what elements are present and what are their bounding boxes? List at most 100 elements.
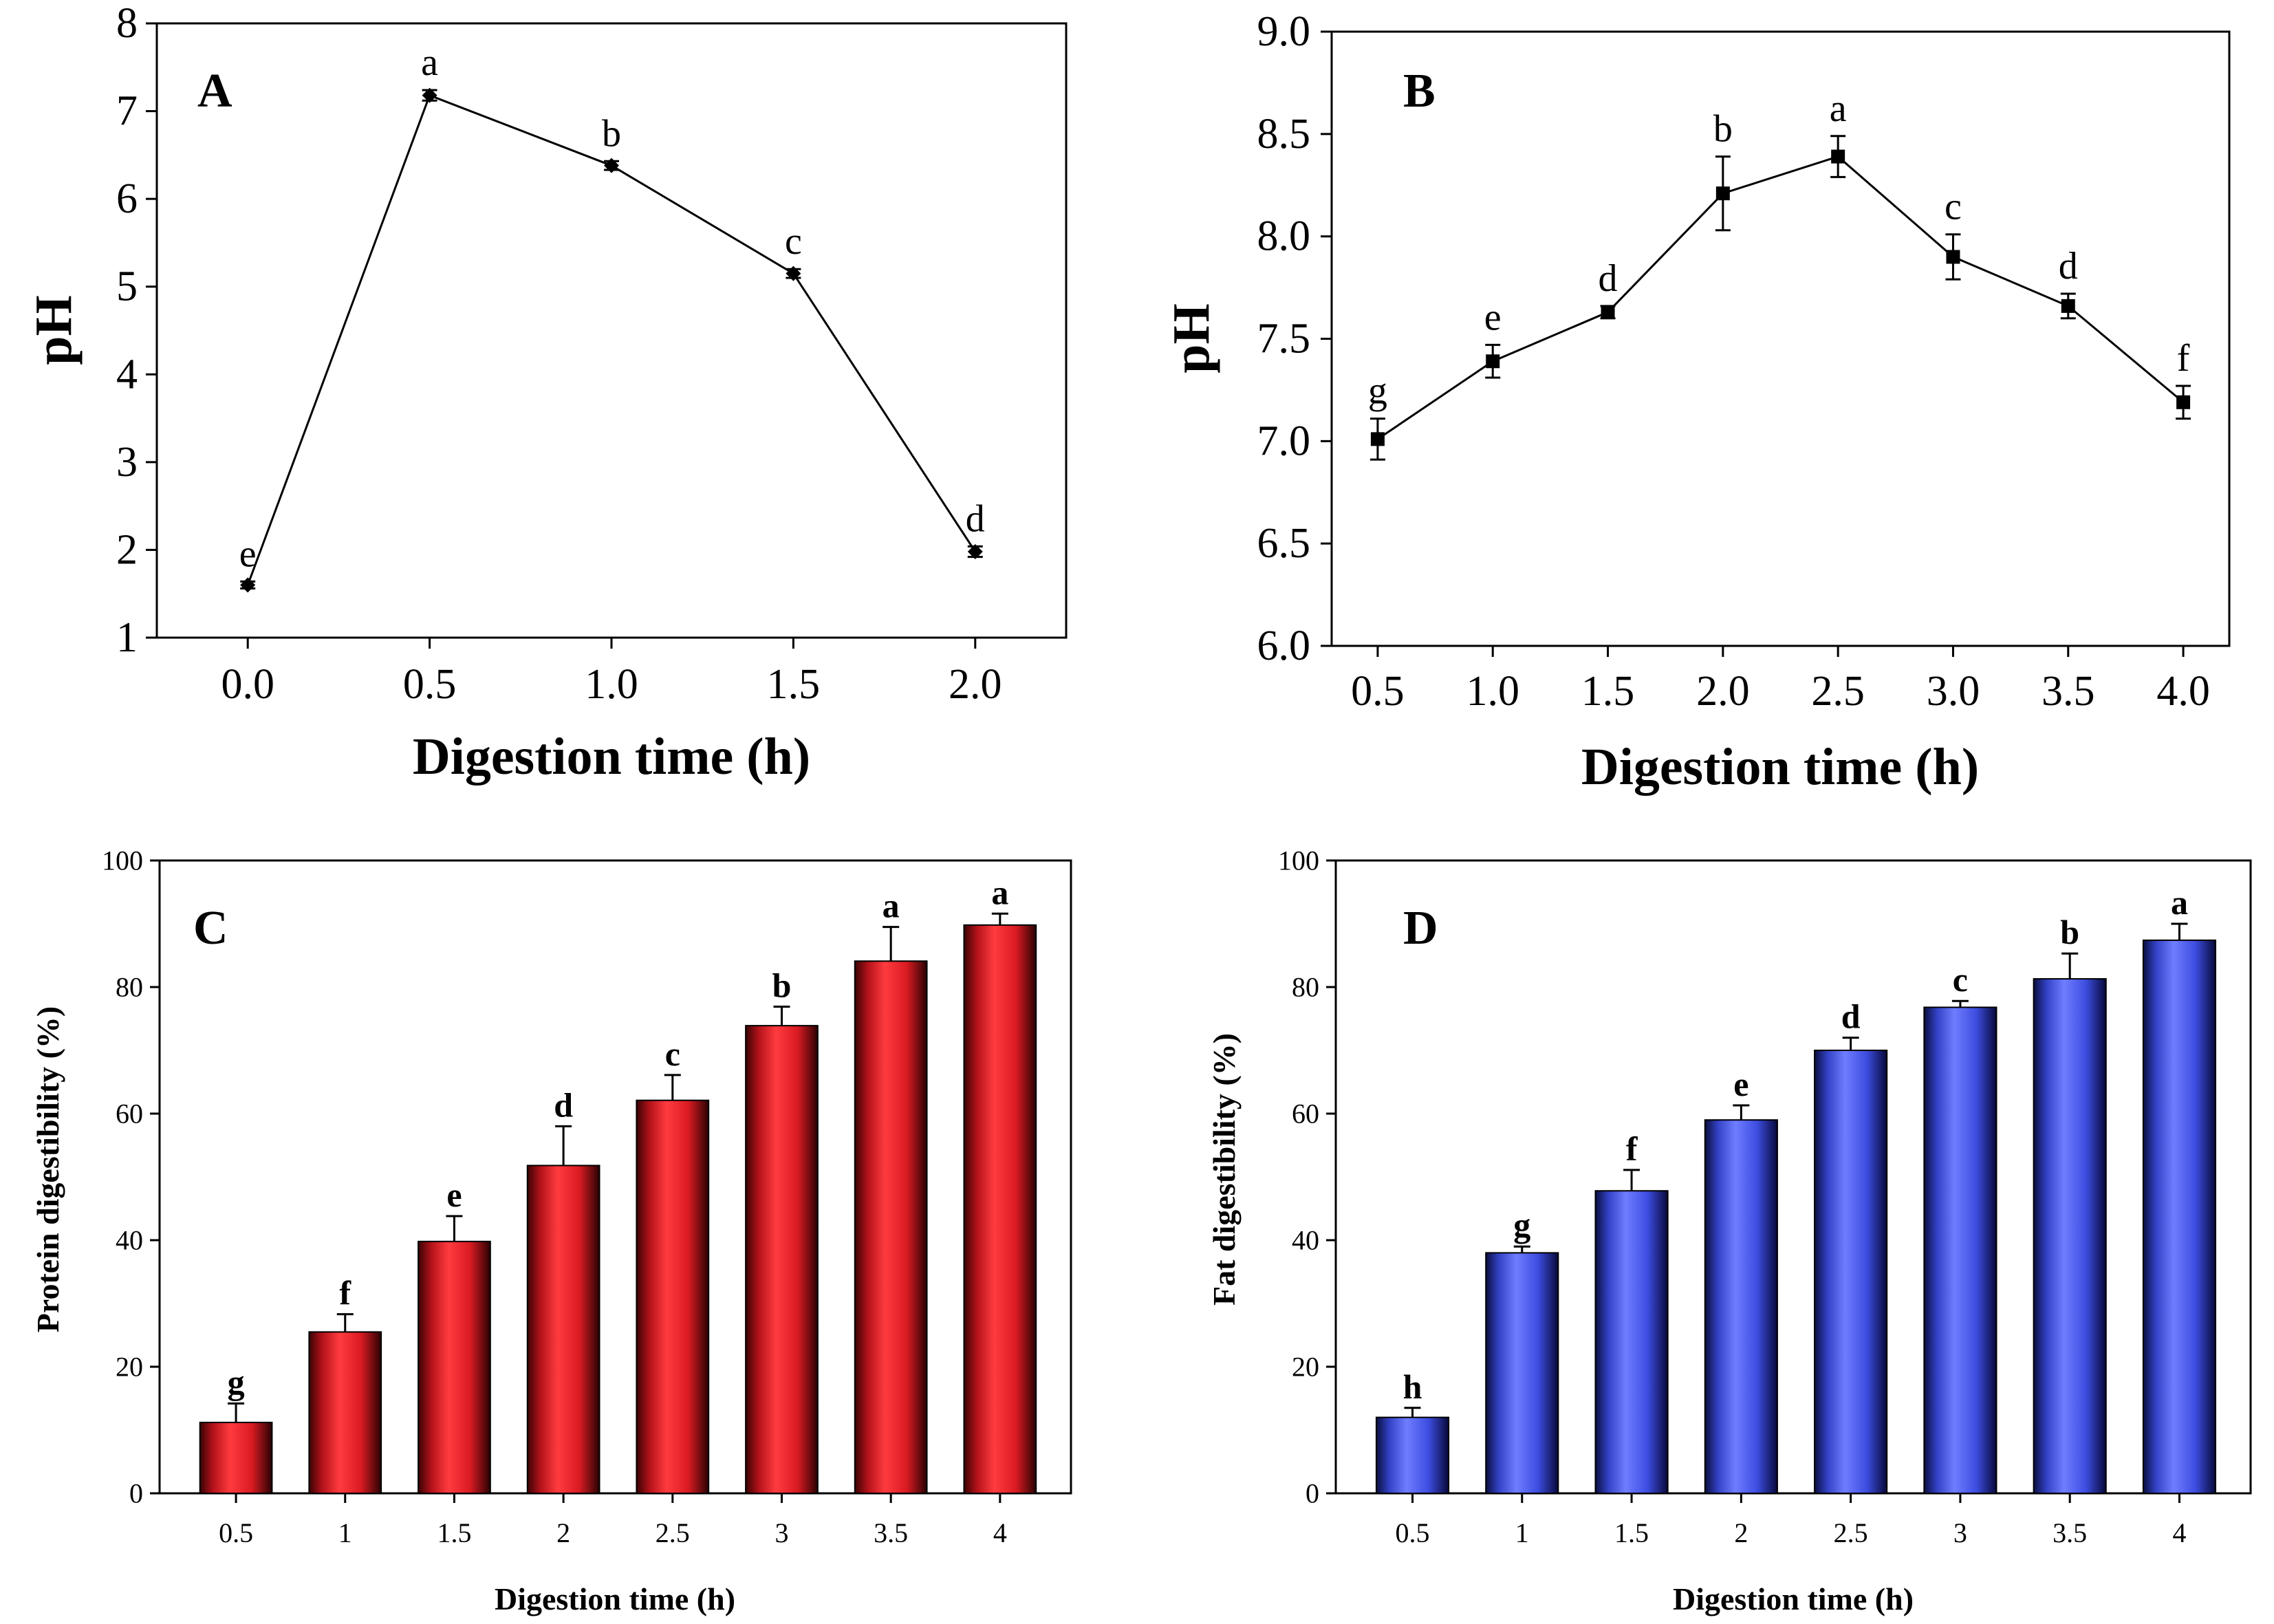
x-tick-label: 1.5	[437, 1517, 471, 1548]
x-tick-label: 1	[1515, 1517, 1529, 1548]
panel-a-y-axis-label: pH	[25, 295, 83, 365]
significance-letter: b	[2060, 913, 2079, 951]
significance-letter: a	[2171, 883, 2188, 922]
significance-letter: f	[339, 1274, 351, 1312]
panel-c-y-ticks: 0 20 40 60 80 100	[102, 845, 160, 1509]
significance-letter: d	[2059, 245, 2078, 288]
significance-letter: d	[1599, 257, 1618, 300]
panel-a-x-ticks: 0.0 0.5 1.0 1.5 2.0	[221, 638, 1002, 708]
panel-c-y-axis-label: Protein digestibility (%)	[30, 1006, 65, 1332]
significance-letter: f	[2177, 337, 2190, 380]
bar	[1814, 1050, 1888, 1494]
panel-a-y-ticks: 1 2 3 4 5 6 7 8	[116, 0, 157, 661]
x-tick-label: 2.5	[1811, 668, 1865, 715]
bar	[418, 1240, 491, 1494]
x-tick-label: 2.0	[949, 661, 1002, 708]
panel-a-x-axis-label: Digestion time (h)	[413, 728, 810, 786]
y-tick-label: 20	[116, 1352, 143, 1383]
x-tick-label: 3.5	[874, 1517, 908, 1548]
panel-c-plot-frame	[158, 859, 1072, 1495]
y-tick-label: 40	[116, 1225, 143, 1256]
panel-c-series: g f e d c b a a	[199, 873, 1037, 1495]
significance-letter: g	[1513, 1206, 1530, 1244]
significance-letter: e	[1733, 1065, 1748, 1103]
x-tick-label: 0.0	[221, 661, 274, 708]
data-point	[1486, 354, 1500, 369]
y-tick-label: 8	[116, 0, 138, 47]
x-tick-label: 3.5	[2042, 668, 2095, 715]
y-tick-label: 60	[1292, 1098, 1319, 1129]
y-tick-label: 0	[129, 1478, 143, 1509]
y-tick-label: 4	[116, 351, 138, 398]
bar	[963, 924, 1037, 1494]
data-point	[967, 543, 983, 559]
panel-a-label: A	[197, 65, 232, 118]
significance-letter: a	[421, 41, 438, 84]
x-tick-label: 2.5	[1834, 1517, 1868, 1548]
data-point	[1715, 186, 1730, 201]
panel-d-x-ticks: 0.5 1 1.5 2 2.5 3 3.5 4	[1395, 1493, 2186, 1548]
panel-d-plot-frame	[1334, 859, 2252, 1495]
y-tick-label: 6.0	[1257, 622, 1311, 669]
significance-letter: e	[446, 1176, 462, 1214]
bar	[199, 1421, 273, 1494]
bar	[1375, 1416, 1450, 1495]
y-tick-label: 100	[1278, 845, 1319, 876]
x-tick-label: 1.0	[585, 661, 638, 708]
x-tick-label: 3.0	[1927, 668, 1980, 715]
y-tick-label: 8.5	[1257, 111, 1311, 158]
x-tick-label: 2.0	[1696, 668, 1750, 715]
x-tick-label: 0.5	[403, 661, 457, 708]
data-point	[1946, 250, 1960, 264]
x-tick-label: 4	[2172, 1517, 2186, 1548]
y-tick-label: 6.5	[1257, 520, 1311, 567]
x-tick-label: 3	[775, 1517, 788, 1548]
x-tick-label: 0.5	[1395, 1517, 1429, 1548]
y-tick-label: 100	[102, 845, 143, 876]
y-tick-label: 20	[1292, 1352, 1319, 1383]
x-tick-label: 3.5	[2053, 1517, 2087, 1548]
y-tick-label: 7.0	[1257, 418, 1311, 464]
panel-b-y-ticks: 6.0 6.5 7.0 7.5 8.0 8.5 9.0	[1257, 8, 1332, 669]
y-tick-label: 0	[1306, 1478, 1319, 1509]
significance-letter: c	[665, 1035, 680, 1073]
significance-letter: a	[882, 887, 900, 925]
x-tick-label: 2	[1734, 1517, 1748, 1548]
x-tick-label: 1.5	[1614, 1517, 1649, 1548]
panel-b-plot-frame	[1330, 30, 2231, 647]
significance-letter: c	[785, 220, 802, 263]
significance-letter: g	[228, 1363, 245, 1401]
x-tick-label: 1.0	[1466, 668, 1519, 715]
panel-c-x-ticks: 0.5 1 1.5 2 2.5 3 3.5 4	[219, 1493, 1007, 1548]
bar	[1923, 1006, 1997, 1494]
data-point	[240, 577, 256, 593]
panel-c-label: C	[193, 902, 228, 955]
panel-d-x-axis-label: Digestion time (h)	[1673, 1581, 1914, 1616]
x-tick-label: 0.5	[219, 1517, 253, 1548]
bar	[308, 1331, 382, 1495]
x-tick-label: 4.0	[2156, 668, 2210, 715]
bar	[854, 960, 928, 1494]
y-tick-label: 8.0	[1257, 213, 1311, 260]
panel-d-series: h g f e d c b a	[1375, 883, 2217, 1495]
panel-b-y-axis-label: pH	[1162, 303, 1220, 373]
data-point	[1601, 305, 1615, 319]
bar	[636, 1099, 710, 1495]
y-tick-label: 5	[116, 263, 138, 310]
series-line	[1377, 155, 2185, 440]
significance-letter: d	[1841, 997, 1861, 1036]
panel-b-x-axis-label: Digestion time (h)	[1581, 738, 1979, 796]
significance-letter: c	[1945, 186, 1962, 228]
significance-letter: b	[602, 112, 621, 155]
panel-c: 0 20 40 60 80 100 0.5 1 1.5 2 2.5 3 3.5 4 g f e d c b a a C…	[30, 845, 1072, 1616]
y-tick-label: 40	[1292, 1225, 1319, 1256]
significance-letter: g	[1368, 370, 1387, 413]
data-point	[422, 87, 437, 103]
x-tick-label: 3	[1953, 1517, 1967, 1548]
x-tick-label: 0.5	[1351, 668, 1405, 715]
x-tick-label: 1	[338, 1517, 352, 1548]
significance-letter: c	[1953, 960, 1968, 999]
significance-letter: e	[1484, 296, 1502, 338]
y-tick-label: 9.0	[1257, 8, 1311, 55]
